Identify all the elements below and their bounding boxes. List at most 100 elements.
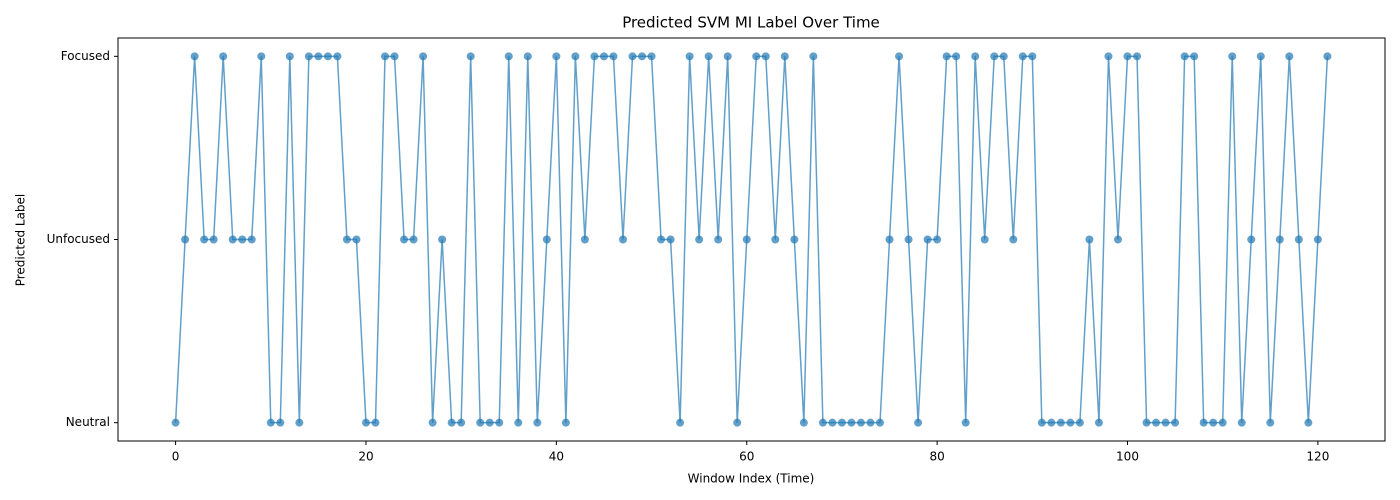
data-point [304,52,313,61]
data-point [809,52,818,61]
x-axis-label: Window Index (Time) [688,472,815,486]
data-point [914,418,923,427]
y-tick-label: Unfocused [47,232,110,246]
data-point [618,235,627,244]
data-point [742,235,751,244]
data-point [209,235,218,244]
data-point [523,52,532,61]
plot-frame [117,37,1386,442]
data-point [923,235,932,244]
data-point [971,52,980,61]
data-point [352,235,361,244]
data-point [599,52,608,61]
data-point [1085,235,1094,244]
data-point [552,52,561,61]
data-point [276,418,285,427]
data-point [866,418,875,427]
data-point [1228,52,1237,61]
data-point [1180,52,1189,61]
y-tick-label: Focused [61,49,110,63]
data-point [980,235,989,244]
data-point [628,52,637,61]
data-point [685,52,694,61]
data-point [723,52,732,61]
data-point [1313,235,1322,244]
data-point [1323,52,1332,61]
y-axis-label: Predicted Label [14,194,28,287]
data-point [266,418,275,427]
data-point [1009,235,1018,244]
data-point [409,235,418,244]
data-point [514,418,523,427]
x-tick-label: 0 [172,450,180,464]
data-point [428,418,437,427]
data-point [885,235,894,244]
data-point [1256,52,1265,61]
chart-title: Predicted SVM MI Label Over Time [622,14,880,32]
data-point [285,52,294,61]
data-point [733,418,742,427]
data-point [561,418,570,427]
data-point [676,418,685,427]
data-point [1285,52,1294,61]
data-point [790,235,799,244]
data-point [228,235,237,244]
data-point [666,235,675,244]
data-point [247,235,256,244]
data-point [1056,418,1065,427]
data-point [580,235,589,244]
data-point [542,235,551,244]
data-point [837,418,846,427]
data-point [438,235,447,244]
x-tick-label: 80 [929,450,944,464]
data-point [533,418,542,427]
data-point [400,235,409,244]
data-point [638,52,647,61]
data-point [1199,418,1208,427]
data-point [1066,418,1075,427]
data-point [933,235,942,244]
data-point [1218,418,1227,427]
data-point [1171,418,1180,427]
data-point [1275,235,1284,244]
data-point [1075,418,1084,427]
data-point [1190,52,1199,61]
data-point [999,52,1008,61]
data-point [238,235,247,244]
data-point [571,52,580,61]
y-tick-label: Neutral [66,415,110,429]
x-tick-label: 120 [1306,450,1329,464]
data-point [419,52,428,61]
data-point [657,235,666,244]
data-point [1152,418,1161,427]
data-point [361,418,370,427]
data-point [1161,418,1170,427]
data-point [381,52,390,61]
data-point [219,52,228,61]
data-point [771,235,780,244]
data-point [904,235,913,244]
data-point [476,418,485,427]
data-point [752,52,761,61]
data-point [942,52,951,61]
data-point [818,418,827,427]
data-point [609,52,618,61]
data-point [371,418,380,427]
data-point [647,52,656,61]
data-point [1133,52,1142,61]
data-point [190,52,199,61]
data-point [200,235,209,244]
data-point [876,418,885,427]
data-point [895,52,904,61]
data-point [333,52,342,61]
data-point [257,52,266,61]
data-point [314,52,323,61]
data-point [1142,418,1151,427]
data-point [1018,52,1027,61]
x-tick-label: 40 [549,450,564,464]
data-point [1113,235,1122,244]
data-point [1123,52,1132,61]
data-point [485,418,494,427]
data-point [1237,418,1246,427]
